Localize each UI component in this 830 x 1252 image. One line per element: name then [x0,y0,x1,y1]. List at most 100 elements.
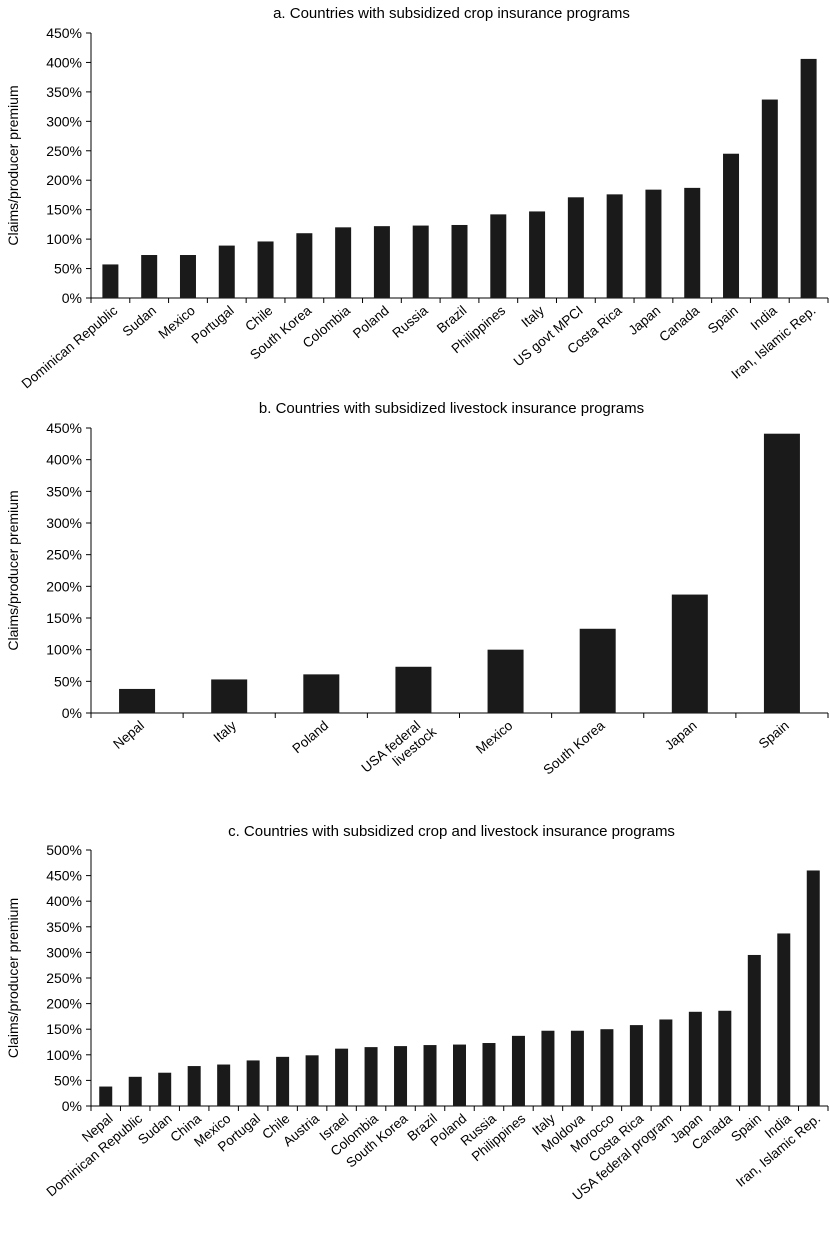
bar-colombia [364,1047,378,1106]
bar-poland [453,1044,466,1106]
bar-dominican-republic [128,1076,142,1106]
bar-morocco [600,1029,614,1106]
bar-philippines [511,1035,525,1106]
bar-italy [541,1030,555,1106]
bar-sudan [158,1072,172,1106]
bar-japan [645,189,662,298]
bar-sudan [141,255,158,298]
bar-chile [257,241,274,298]
bar-usa-federal-livestock [395,666,432,713]
bar-nepal [99,1086,113,1106]
y-tick-label: 350% [46,483,82,499]
y-tick-label: 450% [46,25,82,41]
x-tick-label: Poland [289,718,331,757]
y-tick-label: 100% [46,642,82,658]
bar-south-korea [579,628,616,713]
x-tick-label: Italy [518,303,547,331]
y-tick-label: 400% [46,452,82,468]
bar-portugal [246,1060,260,1106]
bar-poland [303,674,340,713]
y-tick-label: 250% [46,143,82,159]
y-tick-label: 100% [46,231,82,247]
x-tick-label: Russia [389,302,431,340]
x-tick-label: Sudan [135,1111,175,1148]
bar-mexico [217,1064,231,1106]
y-tick-label: 0% [62,290,82,306]
bar-canada [684,187,701,298]
bar-canada [718,1010,732,1106]
bar-colombia [335,227,352,298]
bar-usa-federal-program [659,1019,673,1106]
bar-us-govt-mpci [567,197,584,298]
x-tick-label: Mexico [473,718,515,757]
bar-poland [373,226,390,298]
y-tick-label: 300% [46,515,82,531]
x-tick-label: USA federallivestock [359,713,440,788]
bar-italy [211,679,248,713]
bar-israel [335,1048,349,1106]
bar-spain [763,433,800,713]
x-tick-label: Spain [705,303,741,337]
bar-japan [671,594,708,713]
chart-title: c. Countries with subsidized crop and li… [228,823,675,840]
bar-philippines [490,214,507,298]
bar-portugal [218,245,235,298]
y-axis-label: Claims/producer premium [5,898,21,1058]
y-tick-label: 150% [46,610,82,626]
y-tick-label: 50% [54,261,82,277]
bar-india [777,933,791,1106]
bar-russia [482,1043,496,1106]
bar-costa-rica [606,194,623,298]
y-tick-label: 350% [46,919,82,935]
y-tick-label: 400% [46,54,82,70]
chart-panel-c: c. Countries with subsidized crop and li… [5,823,829,1203]
bar-nepal [119,688,156,713]
bar-chile [276,1056,290,1106]
x-tick-label: Japan [662,718,700,753]
y-tick-label: 400% [46,893,82,909]
bar-brazil [451,224,468,298]
chart-title: a. Countries with subsidized crop insura… [273,5,630,22]
y-tick-label: 0% [62,705,82,721]
chart-panel-a: a. Countries with subsidized crop insura… [5,5,829,392]
y-tick-label: 150% [46,1021,82,1037]
x-tick-label: Spain [756,718,792,752]
x-tick-label: Dominican Republic [19,303,121,392]
bar-dominican-republic [102,264,119,298]
bar-iran-islamic-rep [806,870,820,1106]
y-tick-label: 200% [46,996,82,1012]
y-tick-label: 200% [46,172,82,188]
x-tick-label: India [748,302,780,333]
bar-india [761,99,778,299]
chart-title: b. Countries with subsidized livestock i… [259,400,644,417]
y-tick-label: 100% [46,1047,82,1063]
y-tick-label: 250% [46,970,82,986]
x-tick-label: Spain [728,1111,764,1145]
bar-austria [305,1055,319,1106]
y-tick-label: 200% [46,578,82,594]
x-tick-label: Sudan [120,303,160,340]
bar-south-korea [394,1046,408,1106]
x-tick-label: Nepal [110,718,147,752]
y-tick-label: 500% [46,842,82,858]
x-tick-label: Italy [211,718,240,746]
y-axis-label: Claims/producer premium [5,85,21,245]
bar-japan [688,1011,702,1106]
bar-costa-rica [629,1025,643,1106]
x-tick-label: Portugal [189,303,237,347]
y-tick-label: 300% [46,113,82,129]
y-tick-label: 0% [62,1098,82,1114]
x-tick-label: Poland [350,303,392,342]
bar-russia [412,225,429,298]
x-tick-label: Canada [656,302,702,344]
x-tick-label: South Korea [540,717,608,777]
y-tick-label: 50% [54,1072,82,1088]
y-tick-label: 150% [46,202,82,218]
y-tick-label: 450% [46,420,82,436]
bar-spain [723,153,740,298]
bar-mexico [487,649,524,713]
y-axis-label: Claims/producer premium [5,490,21,650]
y-tick-label: 450% [46,868,82,884]
bar-moldova [570,1030,584,1106]
